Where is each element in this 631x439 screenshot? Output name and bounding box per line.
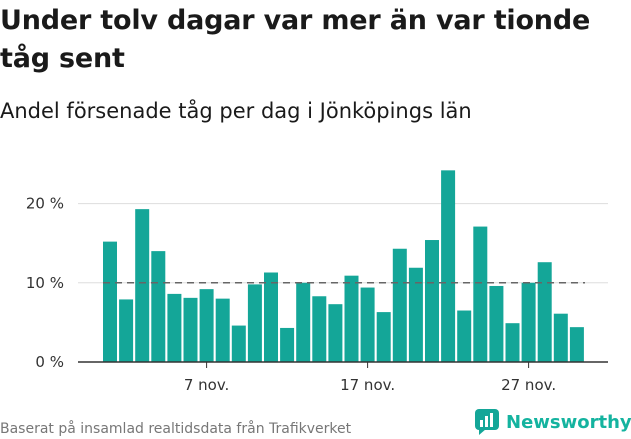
bar	[103, 241, 117, 362]
axes: 0 % 10 % 20 % 7 nov. 17 nov. 27 nov.	[26, 195, 608, 394]
x-tick-label: 7 nov.	[184, 376, 229, 394]
bar	[408, 267, 423, 362]
bar	[537, 262, 552, 362]
bar	[167, 293, 182, 362]
bar	[312, 296, 327, 362]
newsworthy-logo-text: Newsworthy	[506, 411, 631, 433]
bar	[135, 209, 150, 362]
chart-subtitle: Andel försenade tåg per dag i Jönköpings…	[0, 99, 472, 123]
bar	[296, 282, 311, 362]
bar-chart: 0 % 10 % 20 % 7 nov. 17 nov. 27 nov.	[26, 170, 608, 394]
bar	[553, 313, 568, 362]
bar	[328, 304, 343, 362]
bars	[103, 170, 584, 362]
bar	[151, 251, 166, 362]
bar	[521, 282, 536, 362]
bar	[264, 272, 278, 362]
bar	[473, 226, 488, 362]
newsworthy-logo-icon	[475, 409, 499, 435]
bar	[199, 289, 214, 362]
bar	[569, 327, 584, 362]
chart-title: Under tolv dagar var mer än var tionde t…	[0, 5, 591, 74]
bar	[457, 310, 472, 362]
y-tick-label: 20 %	[26, 195, 64, 213]
bar	[183, 297, 198, 362]
bar	[425, 240, 439, 362]
x-tick-label: 17 nov.	[340, 376, 395, 394]
x-tick-label: 27 nov.	[501, 376, 556, 394]
bar	[376, 312, 391, 362]
bar	[489, 285, 504, 362]
bar	[360, 287, 375, 362]
y-tick-label: 0 %	[35, 353, 64, 371]
source-note: Baserat på insamlad realtidsdata från Tr…	[0, 421, 352, 437]
bar	[231, 325, 246, 362]
bar	[247, 284, 262, 362]
newsworthy-logo: Newsworthy	[474, 407, 631, 437]
bar	[392, 248, 407, 362]
bar	[119, 299, 134, 362]
bar	[280, 327, 295, 362]
y-tick-label: 10 %	[26, 274, 64, 292]
bar	[344, 275, 359, 362]
bar	[215, 298, 230, 362]
bar	[505, 323, 520, 362]
bar	[441, 170, 456, 362]
